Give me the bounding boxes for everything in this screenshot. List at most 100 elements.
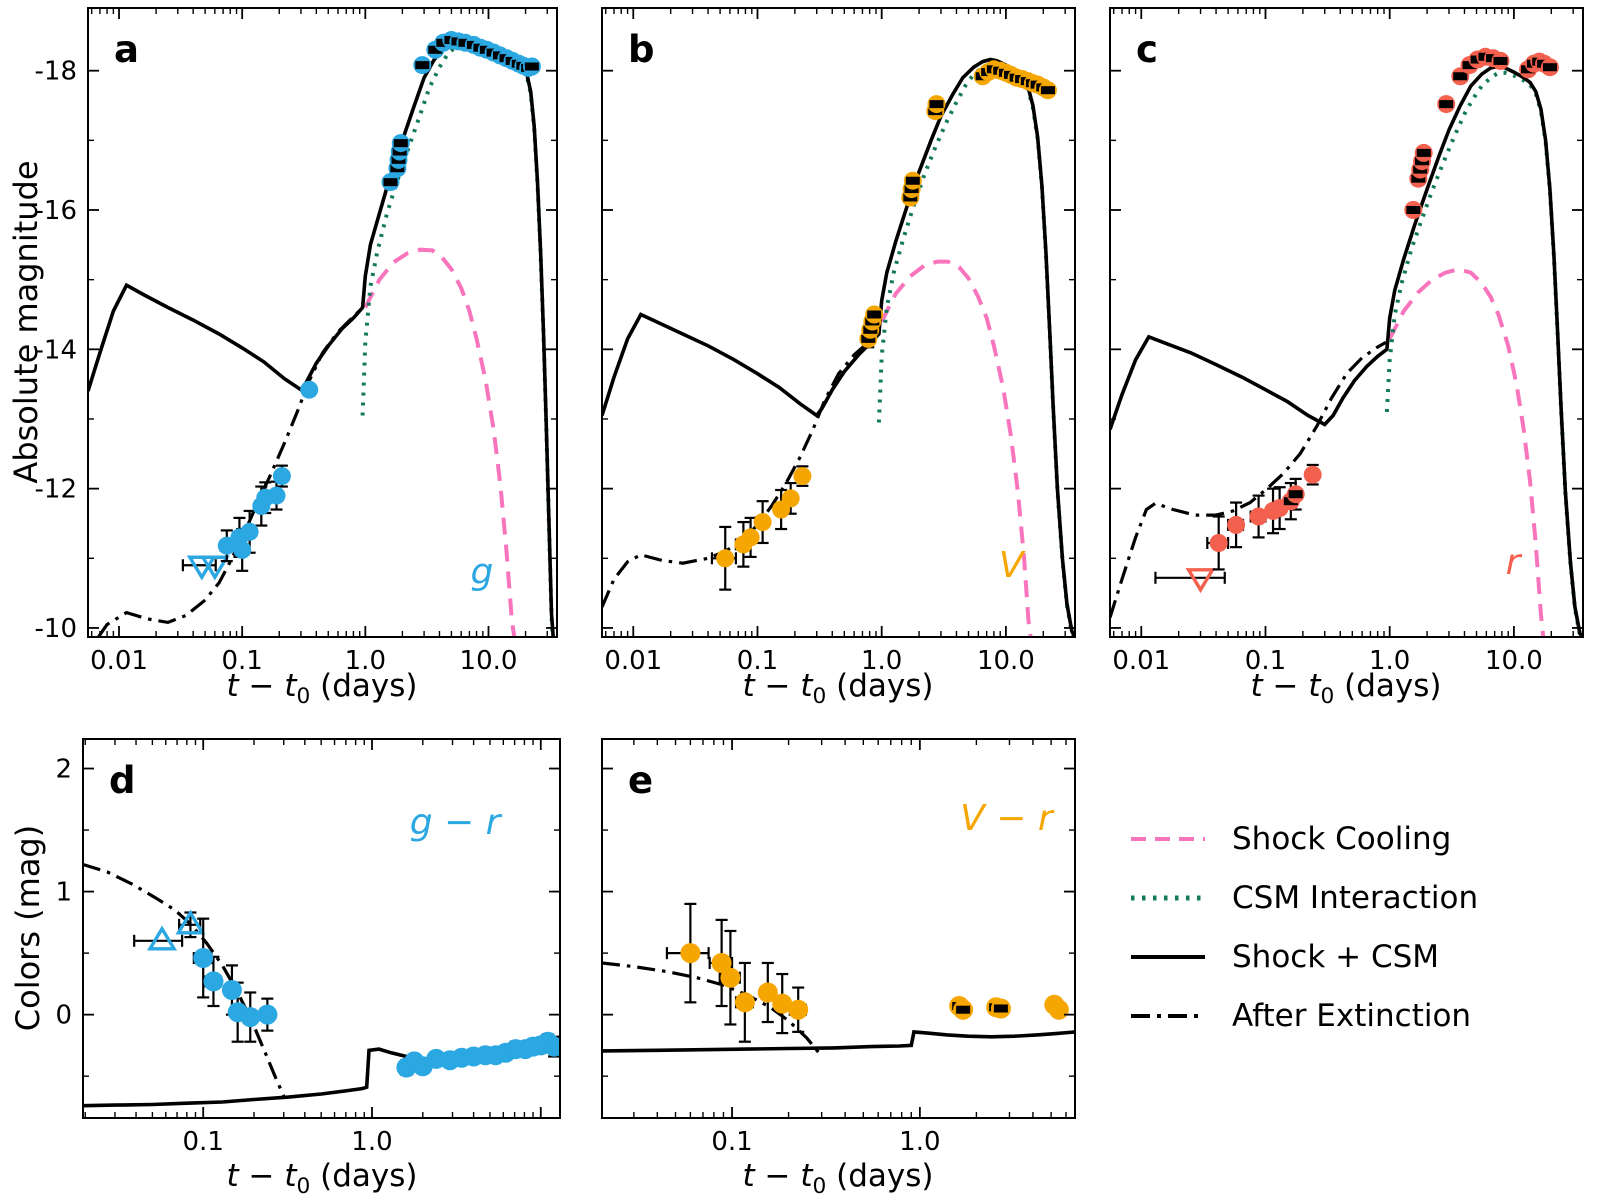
data-point: [741, 528, 760, 547]
legend-label: Shock + CSM: [1232, 938, 1440, 975]
data-point: [781, 489, 800, 508]
series-g-peak: [426, 31, 541, 77]
x-tick-label: 0.01: [90, 646, 148, 676]
data-point: [734, 992, 755, 1013]
series-r-early: [1206, 463, 1322, 571]
black-square-marker: [393, 139, 408, 148]
legend-line-sample-shock-plus-csm: [1131, 954, 1205, 959]
x-tick-label: 0.01: [1112, 646, 1170, 676]
curve-shock-plus-csm: [601, 57, 1076, 638]
black-square-marker: [867, 310, 882, 319]
curve-shock-cooling: [1387, 267, 1546, 638]
panel-letter-a: a: [114, 28, 139, 71]
data-point: [1209, 534, 1228, 552]
black-square-marker: [1411, 174, 1426, 183]
x-tick-label: 1.0: [345, 646, 386, 676]
series-g-upper-limits: [181, 555, 230, 581]
black-square-marker: [1439, 100, 1454, 109]
series-g-early: [217, 464, 291, 572]
x-tick-label: 0.01: [604, 646, 662, 676]
limit-marker: [146, 925, 178, 951]
panel-a: 0.01 0.1 1.0 10.0 -18 -16 -14 -12 -10 a g: [35, 7, 558, 676]
legend-label: Shock Cooling: [1232, 820, 1452, 857]
data-point: [257, 1004, 278, 1025]
black-square-marker: [1406, 206, 1421, 215]
x-tick-label: 0.1: [221, 646, 262, 676]
x-tick-label: 0.1: [183, 1127, 224, 1157]
series-V-rise: [901, 95, 946, 207]
black-square-marker: [428, 45, 443, 54]
series-g-mid: [300, 380, 319, 399]
panel-letter-c: c: [1136, 28, 1158, 71]
data-point: [720, 967, 741, 988]
black-square-marker: [415, 61, 430, 70]
curve-csm-interaction: [360, 42, 555, 638]
data-point: [240, 1007, 261, 1028]
y-tick-label: -12: [35, 475, 77, 505]
y-axis-label-bottom: Colors (mag): [9, 824, 47, 1032]
legend-label: CSM Interaction: [1232, 879, 1479, 916]
panel-e: 0.1 1.0 e V − r: [601, 738, 1076, 1157]
data-point: [221, 980, 242, 1000]
legend-line-sample-after-extinction: [1131, 1013, 1205, 1018]
black-square-marker: [993, 1004, 1008, 1013]
band-label-d: g − r: [410, 802, 503, 843]
black-square-marker: [1493, 56, 1508, 65]
series-V-early: [710, 465, 812, 591]
black-square-marker: [1040, 86, 1055, 95]
y-tick-label: -16: [35, 196, 77, 226]
series-V-peak: [973, 60, 1057, 100]
y-tick-label: -14: [35, 335, 77, 365]
y-tick-label: 1: [55, 878, 72, 908]
y-tick-label: -18: [35, 57, 77, 87]
curve-after-extinction: [601, 334, 879, 608]
curve-shock-cooling: [879, 259, 1033, 638]
x-tick-label: 0.1: [711, 1127, 752, 1157]
data-point: [753, 513, 772, 532]
curve-after-extinction: [601, 961, 821, 1054]
curve-after-extinction: [1109, 341, 1387, 618]
band-label-c: r: [1506, 542, 1523, 583]
y-tick-label: 2: [55, 755, 72, 785]
series-V-r-late: [949, 994, 1069, 1020]
legend-item-shock-plus-csm: Shock + CSM: [1128, 927, 1478, 986]
series-r-peak: [1451, 47, 1559, 86]
panel-letter-e: e: [628, 759, 653, 802]
panel-b-frame: [601, 7, 1076, 638]
curve-shock-plus-csm: [1109, 64, 1584, 638]
panel-e-frame: [601, 738, 1076, 1119]
x-tick-label: 0.1: [737, 646, 778, 676]
curve-after-extinction: [82, 862, 286, 1097]
band-label-e: V − r: [960, 798, 1055, 839]
data-point: [772, 993, 793, 1014]
data-point: [757, 982, 778, 1003]
x-tick-label: 1.0: [351, 1127, 392, 1157]
x-tick-label: 0.1: [1245, 646, 1286, 676]
black-square-marker: [1462, 61, 1477, 70]
panel-a-frame: [87, 7, 558, 638]
data-point: [272, 467, 291, 486]
series-r-rise: [1404, 95, 1456, 219]
data-point: [300, 380, 319, 399]
legend-line-sample-csm-interaction: [1131, 895, 1205, 900]
x-axis-label-d: t − t0 (days): [226, 1158, 418, 1200]
black-square-marker: [1453, 72, 1468, 81]
panel-c-frame: [1109, 7, 1584, 638]
data-point: [793, 467, 812, 486]
data-point: [233, 540, 252, 559]
black-square-marker: [383, 178, 398, 187]
black-square-marker: [956, 1005, 971, 1014]
data-point: [240, 522, 259, 541]
data-point: [544, 1036, 561, 1057]
x-tick-label: 1.0: [861, 646, 902, 676]
y-tick-label: 0: [55, 1001, 72, 1031]
data-point: [267, 486, 286, 505]
x-tick-label: 10.0: [1485, 646, 1543, 676]
upper-limit-marker: [199, 555, 230, 581]
x-tick-label: 1.0: [1369, 646, 1410, 676]
data-point: [1249, 507, 1268, 526]
black-square-marker: [1542, 63, 1557, 72]
data-point: [788, 999, 809, 1020]
black-square-marker: [1416, 148, 1431, 157]
